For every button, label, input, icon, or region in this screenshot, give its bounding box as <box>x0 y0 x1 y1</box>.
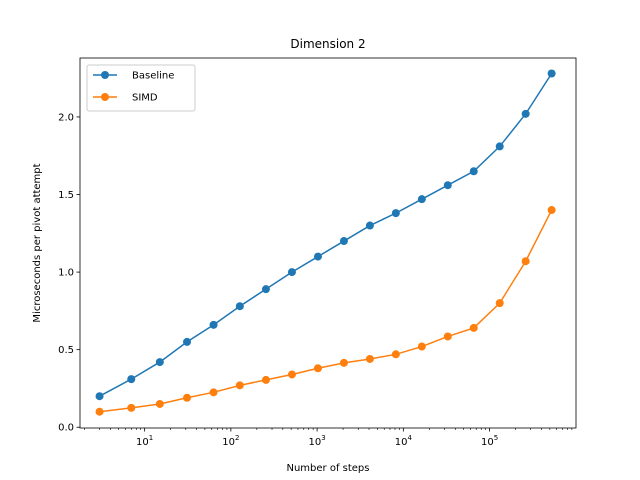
simd-point <box>261 375 270 384</box>
simd-point <box>339 358 348 367</box>
x-tick-label: 102 <box>222 434 239 448</box>
axes-frame <box>79 57 577 429</box>
x-tick-label: 103 <box>309 434 326 448</box>
baseline-point <box>417 195 426 204</box>
series-layer <box>95 69 556 416</box>
baseline-point <box>313 252 322 261</box>
x-tick-exponent: 2 <box>235 434 239 442</box>
baseline-point <box>391 209 400 218</box>
simd-point <box>155 399 164 408</box>
simd-point <box>391 350 400 359</box>
x-tick-label: 105 <box>481 434 498 448</box>
baseline-point <box>521 109 530 118</box>
simd-point <box>95 407 104 416</box>
x-tick-base: 10 <box>222 437 235 448</box>
x-tick-exponent: 4 <box>407 434 412 442</box>
y-tick-label: 2.0 <box>58 112 74 123</box>
x-tick-exponent: 5 <box>494 434 498 442</box>
simd-legend-label: SIMD <box>132 93 158 104</box>
baseline-point <box>261 285 270 294</box>
baseline-point <box>365 221 374 230</box>
simd-legend-marker <box>101 93 109 101</box>
y-tick-label: 1.0 <box>58 268 74 279</box>
x-tick-label: 101 <box>136 434 153 448</box>
y-axis-label: Microseconds per pivot attempt <box>32 163 43 322</box>
baseline-point <box>95 392 104 401</box>
baseline-point <box>209 320 218 329</box>
simd-point <box>183 393 192 402</box>
simd-point <box>495 299 504 308</box>
simd-point <box>469 323 478 332</box>
simd-point <box>127 403 136 412</box>
simd-point <box>365 354 374 363</box>
x-tick-base: 10 <box>309 437 322 448</box>
x-tick-exponent: 1 <box>149 434 153 442</box>
simd-point <box>235 381 244 390</box>
simd-point <box>287 370 296 379</box>
legend: Baseline SIMD <box>86 64 196 112</box>
baseline-point <box>495 142 504 151</box>
simd-point <box>547 206 556 215</box>
x-tick-base: 10 <box>481 437 494 448</box>
baseline-point <box>155 358 164 367</box>
baseline-point <box>127 375 136 384</box>
simd-point <box>313 364 322 373</box>
y-tick-label: 1.5 <box>58 190 74 201</box>
baseline-point <box>469 167 478 176</box>
simd-point <box>417 342 426 351</box>
x-tick-exponent: 3 <box>321 434 325 442</box>
chart-title: Dimension 2 <box>290 37 365 51</box>
baseline-line <box>99 73 553 397</box>
x-tick-base: 10 <box>136 437 149 448</box>
legend-box <box>86 64 196 112</box>
y-axis: 0.0 0.5 1.0 1.5 2.0 <box>58 112 80 434</box>
simd-point <box>209 388 218 397</box>
x-axis: 101 102 103 104 105 <box>84 428 573 448</box>
y-tick-label: 0.0 <box>58 423 74 434</box>
baseline-point <box>547 69 556 78</box>
x-tick-label: 104 <box>395 434 413 448</box>
baseline-legend-marker <box>101 71 109 79</box>
simd-line <box>99 209 553 413</box>
baseline-point <box>287 268 296 277</box>
baseline-point <box>235 302 244 311</box>
y-tick-label: 0.5 <box>58 345 74 356</box>
baseline-point <box>443 181 452 190</box>
baseline-point <box>183 337 192 346</box>
baseline-legend-label: Baseline <box>132 71 174 82</box>
simd-point <box>521 257 530 266</box>
x-tick-base: 10 <box>395 437 408 448</box>
x-axis-label: Number of steps <box>286 463 369 474</box>
baseline-point <box>339 237 348 246</box>
simd-point <box>443 332 452 341</box>
